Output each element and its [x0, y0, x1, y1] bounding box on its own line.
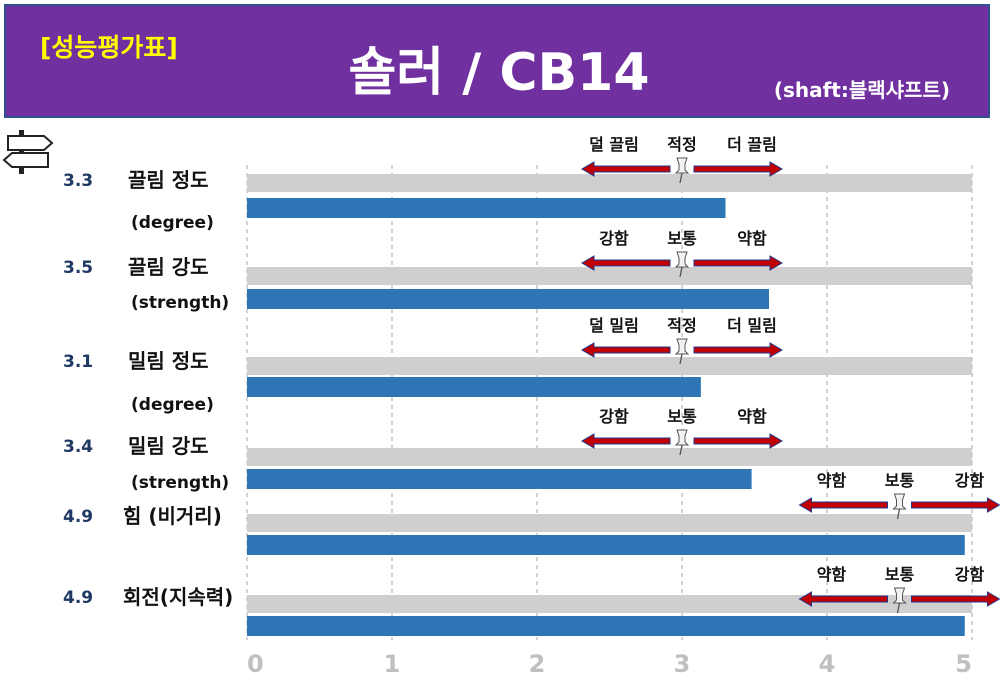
score-label: 4.9 — [63, 507, 93, 527]
signpost-icon — [2, 130, 54, 174]
scale-right-label: 강함 — [955, 565, 985, 584]
arrow-right-icon — [693, 433, 783, 449]
arrow-left-icon — [798, 591, 888, 607]
scale-right-label: 약함 — [737, 229, 767, 248]
arrow-left-icon — [581, 255, 671, 271]
scale-right-label: 강함 — [955, 471, 985, 490]
scale-indicator: 덜 끌림 적정 더 끌림 — [581, 135, 783, 184]
shaft-subtitle: (shaft:블랙샤프트) — [773, 78, 950, 102]
score-label: 3.5 — [63, 258, 93, 278]
scale-center-label: 보통 — [885, 471, 915, 490]
scale-indicator: 약함 보통 강함 — [798, 471, 1000, 520]
score-label: 3.1 — [63, 352, 93, 372]
track-bar — [247, 174, 972, 192]
scale-indicator: 덜 밀림 적정 더 밀림 — [581, 316, 783, 365]
scale-left-label: 약함 — [817, 565, 847, 584]
track-bar — [247, 267, 972, 285]
scale-center-label: 적정 — [667, 316, 696, 335]
value-bar — [247, 289, 769, 309]
arrow-right-icon — [911, 591, 1000, 607]
scale-left-label: 강함 — [599, 407, 629, 426]
category-label: 힘 (비거리) — [123, 504, 222, 528]
x-tick-label: 3 — [674, 650, 691, 678]
arrow-right-icon — [693, 342, 783, 358]
value-bar — [247, 377, 701, 397]
scale-left-label: 약함 — [817, 471, 847, 490]
value-bar — [247, 198, 726, 218]
category-label: 밀림 정도 — [128, 349, 209, 373]
arrow-left-icon — [581, 433, 671, 449]
scale-left-label: 덜 밀림 — [589, 316, 639, 335]
category-sublabel: (strength) — [131, 473, 229, 493]
arrow-left-icon — [581, 161, 671, 177]
category-sublabel: (degree) — [131, 395, 214, 415]
category-sublabel: (strength) — [131, 293, 229, 313]
scale-left-label: 강함 — [599, 229, 629, 248]
scale-right-label: 더 끌림 — [727, 135, 777, 154]
category-sublabel: (degree) — [131, 213, 214, 233]
x-tick-label: 4 — [819, 650, 836, 678]
scale-indicator: 강함 보통 약함 — [581, 407, 783, 456]
arrow-right-icon — [911, 497, 1000, 513]
track-bar — [247, 514, 972, 532]
score-label: 4.9 — [63, 588, 93, 608]
x-tick-label: 1 — [384, 650, 401, 678]
category-label: 끌림 정도 — [128, 168, 209, 192]
x-tick-label: 2 — [529, 650, 546, 678]
track-bar — [247, 595, 972, 613]
scale-center-label: 보통 — [667, 229, 697, 248]
value-bar — [247, 616, 965, 636]
x-tick-label: 5 — [955, 650, 972, 678]
x-tick-label: 0 — [247, 650, 264, 678]
scale-center-label: 보통 — [667, 407, 697, 426]
track-bar — [247, 448, 972, 466]
evaluation-tag: [성능평가표] — [40, 33, 178, 62]
value-bar — [247, 469, 752, 489]
arrow-right-icon — [693, 255, 783, 271]
category-label: 밀림 강도 — [128, 434, 209, 458]
track-bar — [247, 357, 972, 375]
scale-right-label: 더 밀림 — [727, 316, 777, 335]
scale-center-label: 보통 — [885, 565, 915, 584]
scale-right-label: 약함 — [737, 407, 767, 426]
scale-center-label: 적정 — [667, 135, 696, 154]
arrow-left-icon — [581, 342, 671, 358]
scale-indicator: 약함 보통 강함 — [798, 565, 1000, 614]
scale-left-label: 덜 끌림 — [589, 135, 639, 154]
arrow-left-icon — [798, 497, 888, 513]
value-bar — [247, 535, 965, 555]
page-title: 숄러 / CB14 — [348, 43, 650, 103]
arrow-right-icon — [693, 161, 783, 177]
score-label: 3.3 — [63, 171, 93, 191]
scale-indicator: 강함 보통 약함 — [581, 229, 783, 278]
category-label: 끌림 강도 — [128, 255, 209, 279]
header-banner: [성능평가표] 숄러 / CB14 (shaft:블랙샤프트) — [4, 4, 990, 118]
category-label: 회전(지속력) — [123, 585, 233, 609]
score-label: 3.4 — [63, 437, 93, 457]
